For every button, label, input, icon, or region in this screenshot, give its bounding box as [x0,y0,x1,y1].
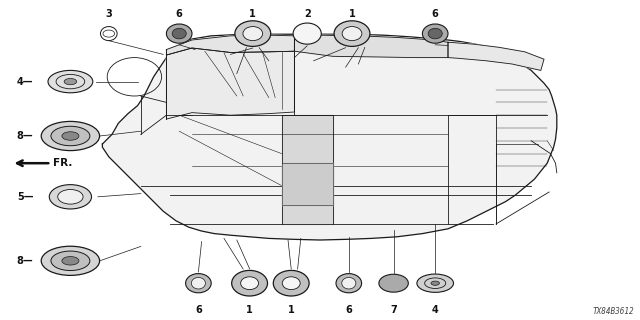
Circle shape [51,126,90,146]
Ellipse shape [166,24,192,43]
Ellipse shape [232,270,268,296]
Ellipse shape [379,274,408,292]
Text: FR.: FR. [53,158,72,168]
Text: 7: 7 [390,305,397,316]
Ellipse shape [293,23,321,44]
Text: 8—: 8— [17,131,33,141]
Text: 1: 1 [349,9,355,20]
Ellipse shape [336,274,362,293]
Polygon shape [166,48,294,119]
Ellipse shape [422,24,448,43]
Ellipse shape [172,28,186,39]
Polygon shape [166,35,294,55]
Circle shape [431,281,440,285]
Text: 1: 1 [250,9,256,20]
Text: 1: 1 [246,305,253,316]
Polygon shape [448,42,544,70]
Circle shape [62,132,79,140]
Circle shape [51,251,90,270]
Circle shape [48,70,93,93]
Circle shape [64,78,77,85]
Text: TX84B3612: TX84B3612 [592,307,634,316]
Polygon shape [294,35,448,58]
Text: 4—: 4— [17,76,33,87]
Text: 6: 6 [176,9,182,20]
Text: 2: 2 [304,9,310,20]
Ellipse shape [273,270,309,296]
Ellipse shape [49,185,92,209]
Ellipse shape [191,277,205,289]
Polygon shape [282,163,333,205]
Ellipse shape [342,27,362,41]
Ellipse shape [428,28,442,39]
Text: 3: 3 [106,9,112,20]
Text: 6: 6 [195,305,202,316]
Ellipse shape [334,21,370,46]
Text: 1: 1 [288,305,294,316]
Ellipse shape [243,27,262,41]
Circle shape [41,121,100,151]
Ellipse shape [241,277,259,290]
Text: 5—: 5— [17,192,33,202]
Text: 6: 6 [432,9,438,20]
Circle shape [417,274,454,292]
Text: 8—: 8— [17,256,33,266]
Ellipse shape [282,277,300,290]
Text: 6: 6 [346,305,352,316]
Ellipse shape [58,189,83,204]
Ellipse shape [186,274,211,293]
Circle shape [62,257,79,265]
Polygon shape [102,34,557,240]
Ellipse shape [235,21,271,46]
Ellipse shape [342,277,356,289]
Circle shape [41,246,100,276]
Text: 4: 4 [432,305,438,316]
Polygon shape [282,115,333,224]
